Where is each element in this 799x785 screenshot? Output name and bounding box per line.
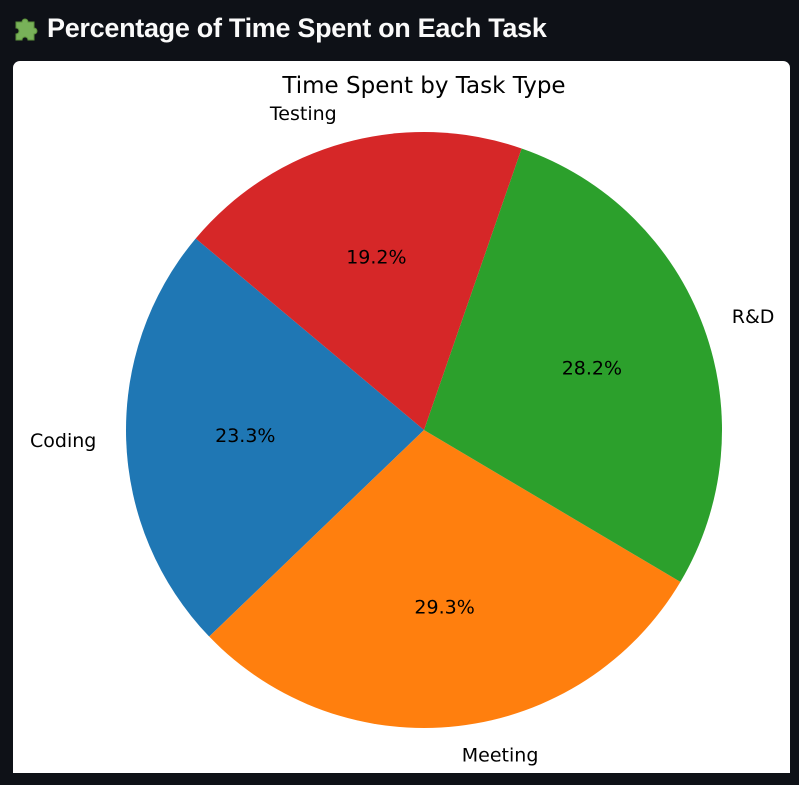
chart-title: Time Spent by Task Type xyxy=(281,73,565,99)
pie-slice-r-d xyxy=(424,148,722,582)
pie-slice-coding xyxy=(126,238,425,637)
slice-label-coding: Coding xyxy=(30,430,96,452)
slice-value-coding: 23.3% xyxy=(215,425,275,447)
slice-label-r-d: R&D xyxy=(732,306,775,328)
pie-slice-testing xyxy=(195,132,522,430)
pie-chart: Time Spent by Task Type Coding 23.3% Meeti… xyxy=(30,73,775,767)
slice-value-testing: 19.2% xyxy=(346,247,406,269)
slice-value-r-d: 28.2% xyxy=(562,357,622,379)
chart-card: Time Spent by Task Type Coding 23.3% Meeti… xyxy=(13,61,790,773)
slice-label-meeting: Meeting xyxy=(462,745,539,767)
slice-label-testing: Testing xyxy=(269,103,337,125)
slice-value-meeting: 29.3% xyxy=(414,597,474,619)
page-title: Percentage of Time Spent on Each Task xyxy=(47,12,547,43)
puzzle-piece-icon xyxy=(12,13,42,43)
pie-slice-meeting xyxy=(209,430,681,728)
app-header: Percentage of Time Spent on Each Task xyxy=(0,0,799,56)
